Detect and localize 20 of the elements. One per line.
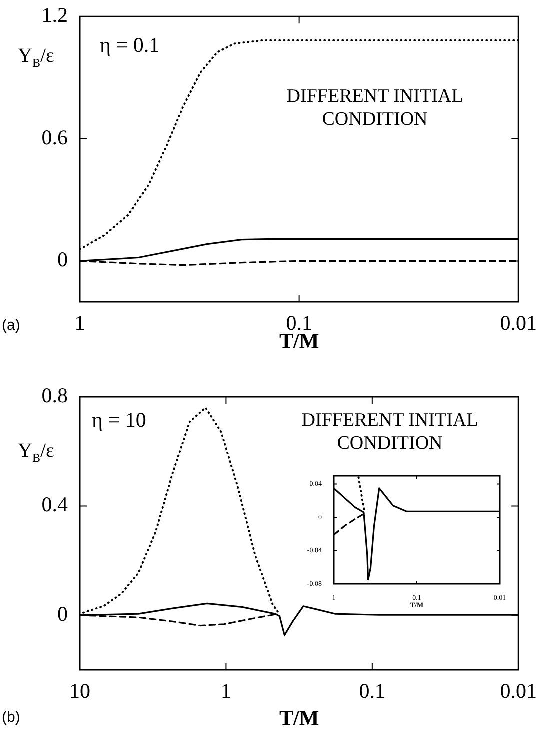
annotation: η = 0.1 [100, 33, 160, 57]
x-tick-label: 0.01 [500, 311, 537, 336]
x-tick-label: 0.01 [500, 679, 537, 704]
x-tick-label: 1 [220, 679, 232, 704]
y-tick-label: 0.6 [42, 125, 68, 150]
y-tick-label: 0 [58, 248, 68, 272]
x-axis-title: T/M [279, 706, 320, 730]
y-tick-label: 1.2 [42, 3, 68, 28]
x-tick-label: 0.1 [286, 311, 312, 336]
annotation: η = 10 [92, 408, 146, 432]
x-tick-label: 1 [74, 311, 86, 336]
text: (b) [2, 709, 20, 726]
y-tick-label: 0.4 [42, 492, 68, 517]
y-tick-label: 0 [58, 602, 68, 626]
annotation: DIFFERENT INITIAL CONDITION [302, 410, 478, 454]
annotation: DIFFERENT INITIAL CONDITION [286, 86, 464, 130]
x-tick-label: 0.1 [359, 679, 386, 704]
y-tick-label: 0.8 [42, 384, 68, 408]
x-tick-label: 10 [70, 679, 90, 704]
text: (a) [2, 317, 20, 334]
